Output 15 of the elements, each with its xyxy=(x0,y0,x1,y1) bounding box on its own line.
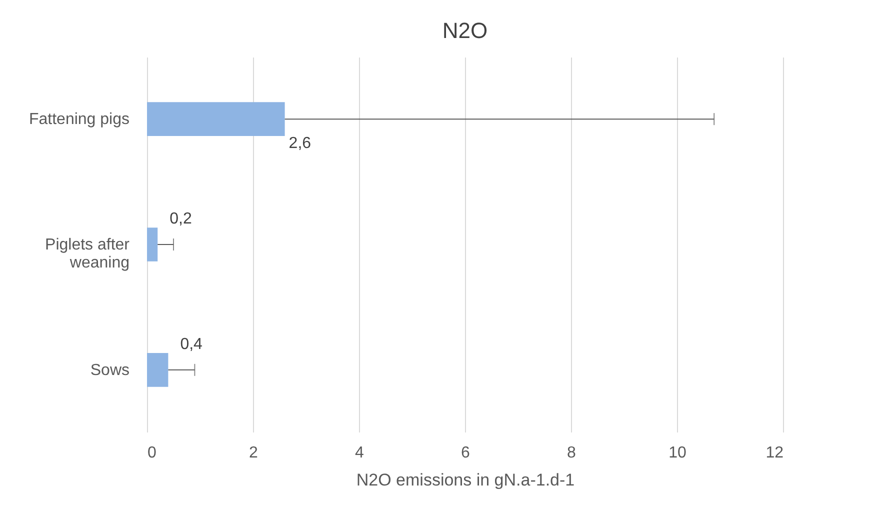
data-label: 2,6 xyxy=(288,135,312,152)
chart-title: N2O xyxy=(442,18,488,43)
x-tick-label: 6 xyxy=(461,444,470,462)
data-label: 0,2 xyxy=(170,210,192,228)
x-axis-title: N2O emissions in gN.a-1.d-1 xyxy=(356,470,575,490)
x-tick-label: 2 xyxy=(249,444,258,462)
x-tick-label: 12 xyxy=(766,444,784,462)
x-tick-label: 10 xyxy=(668,444,686,462)
y-tick-label: Fattening pigs xyxy=(28,111,130,128)
x-tick-label: 8 xyxy=(567,444,576,462)
y-tick-label: Sows xyxy=(90,362,130,379)
y-tick-label: Piglets after weaning xyxy=(45,236,130,272)
x-tick-label: 4 xyxy=(355,444,364,462)
x-tick-label: 0 xyxy=(148,444,156,462)
data-label: 0,4 xyxy=(180,336,203,353)
